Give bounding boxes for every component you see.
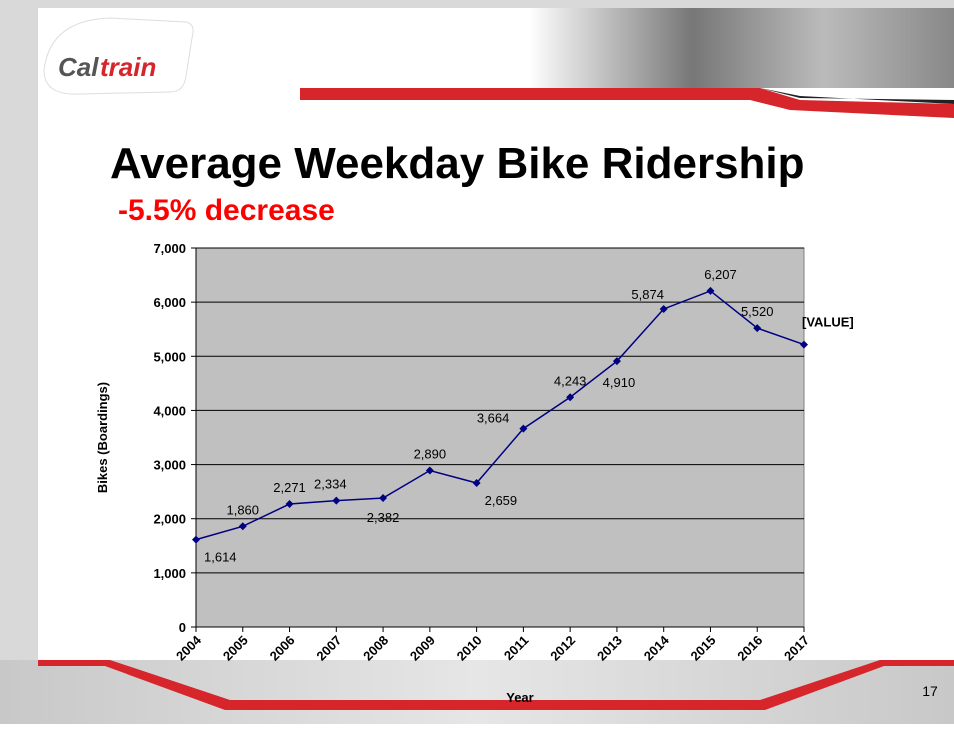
data-label: 2,659 (485, 493, 518, 508)
plot-area (196, 248, 804, 627)
slide-subtitle: -5.5% decrease (118, 194, 335, 227)
data-label: 2,382 (367, 510, 400, 525)
data-label: 2,890 (414, 447, 447, 462)
y-tick-label: 4,000 (153, 403, 186, 418)
data-label: 1,614 (204, 550, 237, 565)
data-label: 3,664 (477, 411, 510, 426)
page-number: 17 (922, 683, 938, 699)
logo-cal: Cal (58, 52, 99, 82)
data-label: 2,334 (314, 477, 347, 492)
data-label: [VALUE] (802, 315, 854, 330)
y-axis-title: Bikes (Boardings) (95, 382, 110, 493)
slide: Cal train Average Weekday Bike Ridership… (0, 0, 954, 724)
y-tick-label: 2,000 (153, 512, 186, 527)
y-tick-label: 3,000 (153, 458, 186, 473)
data-label: 5,874 (631, 287, 664, 302)
slide-title: Average Weekday Bike Ridership (110, 139, 805, 188)
data-label: 4,910 (603, 375, 636, 390)
y-tick-label: 5,000 (153, 349, 186, 364)
page: Cal train Average Weekday Bike Ridership… (0, 0, 954, 729)
data-label: 6,207 (704, 267, 737, 282)
y-tick-label: 0 (179, 620, 186, 635)
data-label: 1,860 (226, 502, 259, 517)
x-axis-title: Year (506, 690, 533, 705)
data-label: 5,520 (741, 304, 774, 319)
y-tick-label: 6,000 (153, 295, 186, 310)
data-label: 4,243 (554, 373, 587, 388)
logo-train: train (100, 52, 156, 82)
header-band (300, 8, 954, 88)
y-tick-label: 7,000 (153, 241, 186, 256)
y-tick-label: 1,000 (153, 566, 186, 581)
data-label: 2,271 (273, 480, 306, 495)
